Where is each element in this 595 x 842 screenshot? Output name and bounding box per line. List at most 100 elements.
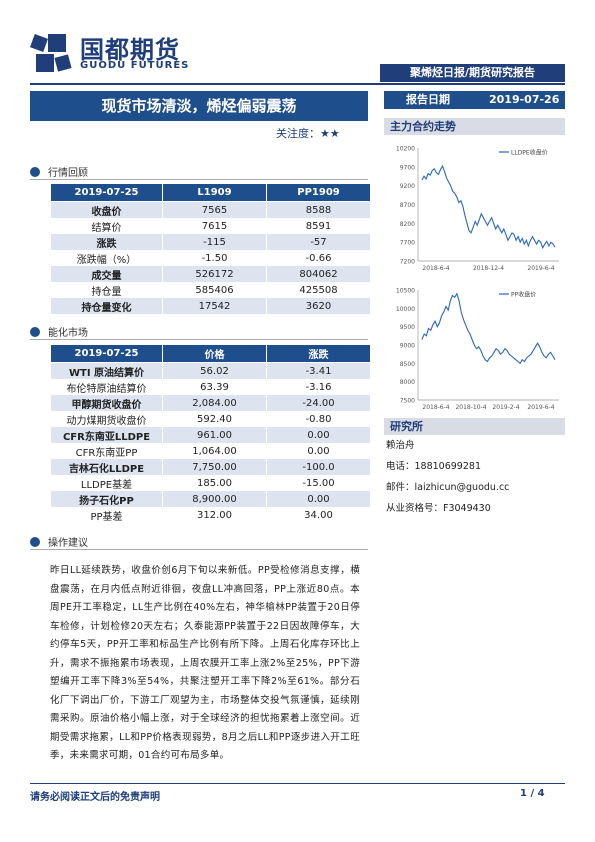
- guodu-logo: [30, 30, 76, 76]
- chem-cell: CFR东南亚PP: [50, 443, 163, 459]
- review-cell: -115: [162, 234, 267, 250]
- legend-label: LLDPE收盘价: [511, 149, 548, 157]
- chem-cell: LLDPE基差: [50, 475, 163, 491]
- x-tick-label: 2019-2-4: [492, 404, 519, 411]
- review-cell: 成交量: [50, 266, 163, 282]
- review-cell: 持仓量: [50, 282, 163, 298]
- y-tick-label: 7700: [400, 240, 415, 247]
- review-cell: 持仓量变化: [50, 298, 163, 314]
- review-cell: -1.50: [162, 250, 267, 266]
- chem-cell: 8,900.00: [162, 491, 267, 507]
- y-tick-label: 10200: [396, 146, 415, 153]
- review-cell: 8591: [266, 218, 371, 234]
- chem-cell: 动力煤期货收盘价: [50, 411, 163, 427]
- y-tick-label: 7200: [400, 259, 415, 266]
- review-row: 成交量 526172 804062: [50, 266, 371, 282]
- chem-cell: 布伦特原油结算价: [50, 379, 163, 395]
- section-divider: [30, 179, 368, 180]
- disclaimer-link[interactable]: 请务必阅读正文后的免责声明: [30, 792, 160, 803]
- review-cell: 7565: [162, 201, 267, 218]
- review-heading: 行情回顾: [30, 164, 88, 179]
- review-cell: -0.66: [266, 250, 371, 266]
- y-tick-label: 8000: [400, 379, 415, 386]
- attention-rating: 关注度：★★: [276, 125, 340, 141]
- analyst-email: 邮件：laizhicun@guodu.cc: [386, 482, 510, 493]
- y-tick-label: 8200: [400, 221, 415, 228]
- chem-row: WTI 原油结算价 56.02 -3.41: [50, 362, 371, 379]
- footer-divider: [30, 783, 565, 784]
- review-row: 结算价 7615 8591: [50, 218, 371, 234]
- chem-cell: 34.00: [266, 507, 371, 523]
- chem-row: CFR东南亚PP 1,064.00 0.00: [50, 443, 371, 459]
- review-col-date: 2019-07-25: [50, 183, 163, 202]
- header-divider: [30, 83, 565, 85]
- chem-cell: CFR东南亚LLDPE: [50, 427, 163, 443]
- review-row: 持仓量 585406 425508: [50, 282, 371, 298]
- chem-col-price: 价格: [162, 344, 267, 363]
- section-bullet-icon: [30, 537, 40, 547]
- x-tick-label: 2018-10-4: [455, 404, 486, 411]
- research-heading: 研究所: [384, 418, 565, 435]
- chem-table: 2019-07-25 价格 涨跌 WTI 原油结算价 56.02 -3.41 布伦特原…: [50, 344, 371, 523]
- chem-cell: 1,064.00: [162, 443, 267, 459]
- x-tick-label: 2018-6-4: [422, 265, 449, 272]
- review-cell: 585406: [162, 282, 267, 298]
- chem-row: LLDPE基差 185.00 -15.00: [50, 475, 371, 491]
- lldpe-price-chart: 7200 7700 8200 8700 9200 9700 10200 2018-6-4 201…: [396, 146, 559, 272]
- chem-heading: 能化市场: [30, 324, 88, 339]
- chem-cell: 185.00: [162, 475, 267, 491]
- section-divider: [30, 549, 368, 550]
- chem-cell: -3.41: [266, 362, 371, 379]
- chem-cell: -3.16: [266, 379, 371, 395]
- x-tick-label: 2018-6-4: [422, 404, 449, 411]
- pp-price-chart: 7500 8000 8500 9000 9500 10000 10500 2018-6-4 20…: [396, 288, 559, 411]
- review-cell: 7615: [162, 218, 267, 234]
- review-cell: 涨跌: [50, 234, 163, 250]
- chem-col-change: 涨跌: [266, 344, 371, 363]
- report-date-label: 报告日期: [406, 93, 450, 106]
- logo-text-cn: 国都期货: [80, 36, 180, 64]
- review-cell: 8588: [266, 201, 371, 218]
- report-type-label: 聚烯烃日报/期货研究报告: [380, 64, 565, 82]
- chem-cell: 56.02: [162, 362, 267, 379]
- chem-cell: 961.00: [162, 427, 267, 443]
- chem-cell: -24.00: [266, 395, 371, 411]
- chem-cell: 0.00: [266, 443, 371, 459]
- y-tick-label: 9000: [400, 343, 415, 350]
- chem-cell: 63.39: [162, 379, 267, 395]
- logo-text-en: GUODU FUTURES: [80, 60, 190, 71]
- review-table: 2019-07-25 L1909 PP1909 收盘价 7565 8588 结算价 76…: [50, 183, 371, 314]
- chem-row: PP基差 312.00 34.00: [50, 507, 371, 523]
- report-date-value: 2019-07-26: [489, 93, 560, 106]
- review-cell: 804062: [266, 266, 371, 282]
- chem-row: 甲醇期货收盘价 2,084.00 -24.00: [50, 395, 371, 411]
- review-row: 收盘价 7565 8588: [50, 201, 371, 218]
- chem-cell: 甲醇期货收盘价: [50, 395, 163, 411]
- chem-cell: 扬子石化PP: [50, 491, 163, 507]
- chem-cell: 0.00: [266, 491, 371, 507]
- attention-label: 关注度：: [276, 127, 320, 140]
- review-cell: 17542: [162, 298, 267, 314]
- chem-row: 扬子石化PP 8,900.00 0.00: [50, 491, 371, 507]
- chem-cell: 吉林石化LLDPE: [50, 459, 163, 475]
- chem-row: 布伦特原油结算价 63.39 -3.16: [50, 379, 371, 395]
- report-date-bar: 报告日期 2019-07-26: [384, 91, 565, 109]
- review-row: 持仓量变化 17542 3620: [50, 298, 371, 314]
- chem-cell: -100.0: [266, 459, 371, 475]
- advice-heading: 操作建议: [30, 534, 88, 549]
- x-tick-label: 2019-6-4: [527, 404, 554, 411]
- y-tick-label: 9700: [400, 164, 415, 171]
- chem-cell: PP基差: [50, 507, 163, 523]
- review-row: 涨跌幅（%） -1.50 -0.66: [50, 250, 371, 266]
- analyst-license: 从业资格号：F3049430: [386, 503, 491, 514]
- chem-cell: -15.00: [266, 475, 371, 491]
- review-cell: 526172: [162, 266, 267, 282]
- chem-row: CFR东南亚LLDPE 961.00 0.00: [50, 427, 371, 443]
- series-line: [421, 164, 556, 250]
- review-cell: 3620: [266, 298, 371, 314]
- review-cell: 涨跌幅（%）: [50, 250, 163, 266]
- y-tick-label: 7500: [400, 398, 415, 405]
- review-cell: -57: [266, 234, 371, 250]
- chem-cell: WTI 原油结算价: [50, 362, 163, 379]
- y-tick-label: 9200: [400, 183, 415, 190]
